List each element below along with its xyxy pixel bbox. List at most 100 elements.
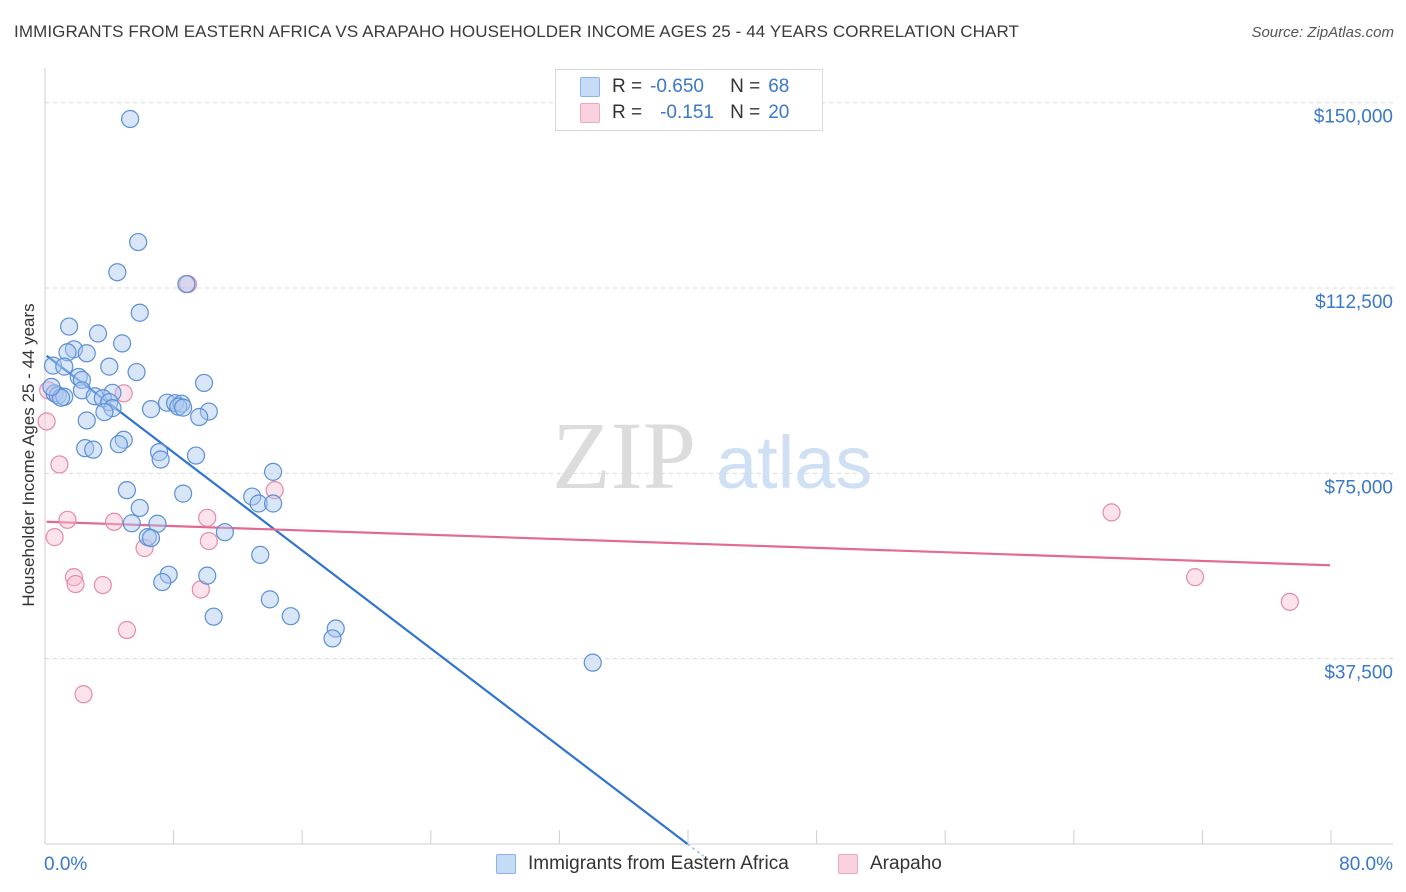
- arapaho-point: [66, 574, 85, 594]
- eastern-africa-point: [95, 402, 114, 422]
- arapaho-point: [58, 510, 77, 529]
- eastern-africa-point: [151, 450, 170, 469]
- bottom-legend-arapaho: Arapaho: [838, 852, 942, 876]
- eastern-africa-point: [117, 481, 137, 500]
- legend-r-label: R =: [612, 102, 643, 123]
- x-tick-label-min: 0.0%: [44, 854, 87, 875]
- eastern-africa-point: [153, 572, 172, 592]
- eastern-africa-point: [72, 370, 92, 390]
- eastern-africa-point: [323, 629, 342, 648]
- eastern-africa-point: [583, 653, 602, 672]
- watermark-zip: ZIP: [552, 402, 696, 509]
- legend-row-eastern-africa: R = -0.650 N = 68: [580, 75, 789, 99]
- eastern-africa-point: [130, 498, 149, 518]
- watermark-atlas: atlas: [716, 421, 872, 504]
- legend-n-label: N =: [730, 102, 761, 123]
- legend-n-value: 20: [768, 102, 790, 123]
- eastern-africa-point: [263, 494, 283, 513]
- gridlines: [45, 102, 1393, 660]
- legend-swatch-blue: [580, 77, 600, 97]
- watermark: ZIP atlas: [552, 402, 872, 509]
- eastern-africa-point: [77, 411, 96, 430]
- arapaho-point: [135, 538, 154, 558]
- arapaho-point: [50, 455, 69, 474]
- x-tick-labels: 0.0% 80.0%: [44, 854, 1393, 875]
- eastern-africa-point: [204, 607, 223, 626]
- correlation-legend: R = -0.650 N = 68 R = -0.151 N = 20: [555, 69, 823, 131]
- arapaho-point: [37, 412, 56, 431]
- eastern-africa-point: [59, 317, 79, 336]
- eastern-africa-point: [194, 373, 214, 393]
- axes: [44, 68, 1393, 845]
- y-tick-label: $37,500: [1324, 663, 1393, 684]
- eastern-africa-point: [249, 494, 268, 513]
- legend-row-arapaho: R = -0.151 N = 20: [580, 101, 789, 125]
- eastern-africa-point: [186, 446, 206, 465]
- bottom-legend-label: Arapaho: [870, 853, 942, 874]
- eastern-africa-point: [177, 274, 196, 294]
- eastern-africa-point: [263, 462, 283, 481]
- arapaho-point: [1280, 592, 1299, 611]
- eastern-africa-point: [190, 407, 209, 427]
- trend-line-arapaho: [46, 520, 1331, 567]
- eastern-africa-point: [198, 566, 217, 585]
- trend-line-eastern-africa: [45, 354, 689, 845]
- bottom-legend-swatch-pink: [838, 854, 858, 874]
- legend-n-value: 68: [768, 76, 790, 97]
- y-tick-label: $150,000: [1314, 107, 1393, 128]
- eastern-africa-points: [42, 109, 602, 672]
- eastern-africa-point: [58, 343, 77, 362]
- eastern-africa-point: [88, 324, 108, 343]
- eastern-africa-point: [159, 565, 178, 584]
- legend-n-label: N =: [730, 76, 761, 97]
- eastern-africa-point: [55, 357, 74, 376]
- arapaho-point: [74, 685, 93, 704]
- y-tick-label: $75,000: [1324, 477, 1393, 498]
- eastern-africa-point: [174, 484, 193, 503]
- arapaho-point: [93, 575, 112, 595]
- eastern-africa-point: [69, 367, 88, 387]
- bottom-legend-label: Immigrants from Eastern Africa: [528, 853, 789, 874]
- arapaho-point: [64, 568, 84, 587]
- arapaho-point: [117, 620, 137, 640]
- eastern-africa-point: [130, 303, 149, 322]
- eastern-africa-point: [122, 514, 141, 533]
- eastern-africa-point: [149, 443, 169, 462]
- arapaho-point: [104, 512, 124, 531]
- arapaho-point: [45, 528, 64, 547]
- eastern-africa-point: [141, 528, 161, 548]
- legend-r-value: -0.151: [660, 102, 714, 123]
- legend-r-value: -0.650: [650, 76, 704, 97]
- x-tick-label-max: 80.0%: [1339, 854, 1393, 875]
- chart-title: IMMIGRANTS FROM EASTERN AFRICA VS ARAPAH…: [14, 22, 1020, 41]
- bottom-legend-swatch-blue: [496, 854, 516, 874]
- eastern-africa-point: [251, 545, 270, 564]
- eastern-africa-point: [260, 590, 279, 609]
- eastern-africa-point: [112, 334, 132, 353]
- eastern-africa-point: [174, 398, 193, 417]
- eastern-africa-point: [141, 400, 161, 419]
- eastern-africa-point: [42, 377, 61, 396]
- bottom-legend-eastern-africa: Immigrants from Eastern Africa: [496, 852, 789, 876]
- y-tick-label: $112,500: [1315, 292, 1393, 313]
- y-tick-labels: $37,500 $75,000 $112,500 $150,000: [1314, 107, 1393, 684]
- eastern-africa-point: [108, 263, 127, 282]
- legend-swatch-pink: [580, 103, 600, 123]
- eastern-africa-point: [215, 523, 234, 542]
- eastern-africa-point: [326, 619, 345, 638]
- eastern-africa-point: [84, 440, 103, 459]
- arapaho-points: [37, 274, 1299, 704]
- eastern-africa-point: [121, 109, 140, 129]
- arapaho-point: [1185, 568, 1205, 587]
- eastern-africa-point: [77, 344, 96, 363]
- legend-r-label: R =: [612, 76, 643, 97]
- source-label: Source: ZipAtlas.com: [1251, 24, 1394, 41]
- eastern-africa-point: [127, 362, 146, 382]
- eastern-africa-point: [243, 487, 262, 506]
- eastern-africa-point: [100, 357, 119, 376]
- eastern-africa-point: [129, 232, 148, 252]
- arapaho-point: [199, 531, 218, 551]
- eastern-africa-point: [281, 607, 300, 626]
- arapaho-point: [265, 481, 284, 500]
